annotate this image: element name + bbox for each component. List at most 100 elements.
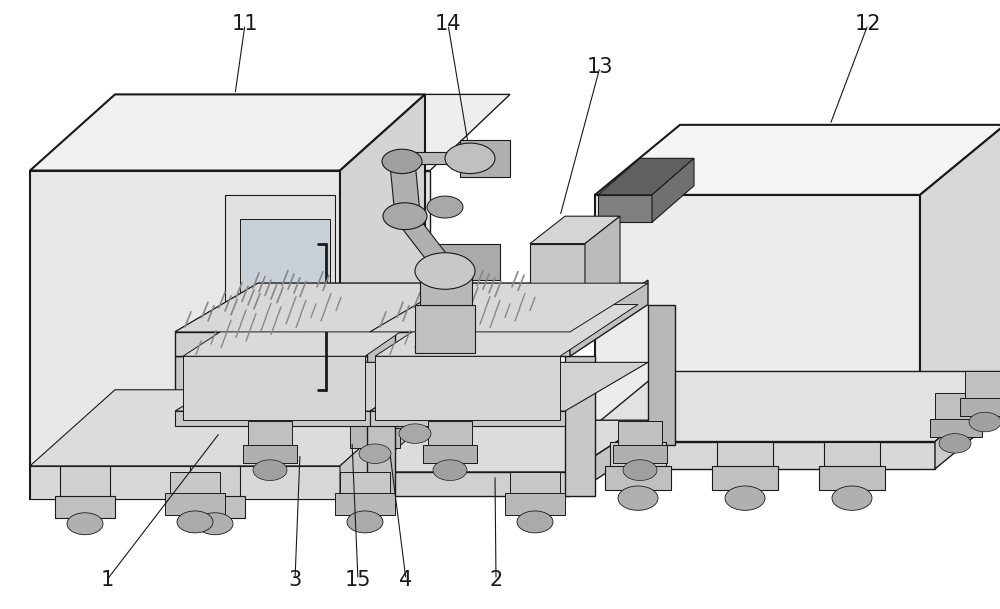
Circle shape xyxy=(623,460,657,481)
Polygon shape xyxy=(390,161,420,216)
Polygon shape xyxy=(965,371,1000,399)
Polygon shape xyxy=(175,283,648,332)
Polygon shape xyxy=(618,421,662,446)
Polygon shape xyxy=(340,390,425,499)
Polygon shape xyxy=(605,466,671,490)
Polygon shape xyxy=(175,411,370,426)
Text: 1: 1 xyxy=(100,570,114,590)
Circle shape xyxy=(383,203,427,230)
Circle shape xyxy=(197,513,233,535)
Polygon shape xyxy=(598,158,694,195)
Polygon shape xyxy=(183,304,440,356)
Polygon shape xyxy=(460,140,510,177)
Polygon shape xyxy=(430,244,500,280)
Text: 4: 4 xyxy=(399,570,413,590)
Polygon shape xyxy=(30,171,340,499)
Circle shape xyxy=(725,486,765,510)
Polygon shape xyxy=(920,125,1000,469)
Polygon shape xyxy=(55,496,115,518)
Polygon shape xyxy=(240,219,330,414)
Polygon shape xyxy=(60,466,110,499)
Polygon shape xyxy=(510,472,560,496)
Polygon shape xyxy=(350,426,400,448)
Polygon shape xyxy=(712,466,778,490)
Polygon shape xyxy=(375,356,560,420)
Circle shape xyxy=(939,434,971,453)
Polygon shape xyxy=(175,420,650,472)
Circle shape xyxy=(399,424,431,443)
Polygon shape xyxy=(185,496,245,518)
Polygon shape xyxy=(613,445,667,463)
Polygon shape xyxy=(175,356,205,496)
Polygon shape xyxy=(595,195,920,469)
Polygon shape xyxy=(30,466,340,499)
Text: 12: 12 xyxy=(855,15,881,34)
Circle shape xyxy=(969,412,1000,432)
Polygon shape xyxy=(395,213,455,271)
Polygon shape xyxy=(30,390,425,466)
Polygon shape xyxy=(367,283,478,332)
Polygon shape xyxy=(190,466,240,499)
Polygon shape xyxy=(717,442,773,469)
Polygon shape xyxy=(415,304,475,353)
Polygon shape xyxy=(175,283,453,332)
Text: 2: 2 xyxy=(489,570,503,590)
Circle shape xyxy=(517,511,553,533)
Polygon shape xyxy=(225,195,335,457)
Polygon shape xyxy=(355,400,395,429)
Polygon shape xyxy=(375,304,638,356)
Polygon shape xyxy=(165,493,225,515)
Polygon shape xyxy=(530,244,585,317)
Circle shape xyxy=(253,460,287,481)
Polygon shape xyxy=(930,419,982,437)
Circle shape xyxy=(359,444,391,463)
Polygon shape xyxy=(243,445,297,463)
Polygon shape xyxy=(824,442,880,469)
Polygon shape xyxy=(340,94,510,171)
Circle shape xyxy=(433,460,467,481)
Polygon shape xyxy=(575,371,1000,442)
Polygon shape xyxy=(420,271,472,304)
Text: 3: 3 xyxy=(288,570,302,590)
Polygon shape xyxy=(340,472,390,496)
Polygon shape xyxy=(428,421,472,446)
Polygon shape xyxy=(585,216,620,317)
Polygon shape xyxy=(505,493,565,515)
Polygon shape xyxy=(255,283,282,423)
Polygon shape xyxy=(570,280,648,356)
Polygon shape xyxy=(610,442,666,469)
Polygon shape xyxy=(370,411,565,426)
Polygon shape xyxy=(170,472,220,496)
Circle shape xyxy=(445,143,495,174)
Circle shape xyxy=(832,486,872,510)
Polygon shape xyxy=(370,362,648,411)
Text: 13: 13 xyxy=(587,57,613,77)
Circle shape xyxy=(67,513,103,535)
Polygon shape xyxy=(30,94,425,171)
Polygon shape xyxy=(575,442,935,469)
Polygon shape xyxy=(423,445,477,463)
Polygon shape xyxy=(652,158,694,222)
Polygon shape xyxy=(340,94,425,499)
Polygon shape xyxy=(370,283,648,332)
Polygon shape xyxy=(598,195,652,222)
Text: 11: 11 xyxy=(232,15,258,34)
Polygon shape xyxy=(175,332,570,356)
Polygon shape xyxy=(648,304,675,445)
Polygon shape xyxy=(565,356,595,496)
Polygon shape xyxy=(175,472,570,496)
Polygon shape xyxy=(335,493,395,515)
Polygon shape xyxy=(340,171,430,457)
Polygon shape xyxy=(248,421,292,446)
Polygon shape xyxy=(819,466,885,490)
Text: 14: 14 xyxy=(435,15,461,34)
Polygon shape xyxy=(595,125,1000,195)
Polygon shape xyxy=(400,152,460,164)
Circle shape xyxy=(177,511,213,533)
Polygon shape xyxy=(367,332,395,496)
Circle shape xyxy=(415,253,475,289)
Circle shape xyxy=(347,511,383,533)
Circle shape xyxy=(618,486,658,510)
Polygon shape xyxy=(935,371,1000,469)
Polygon shape xyxy=(935,393,977,420)
